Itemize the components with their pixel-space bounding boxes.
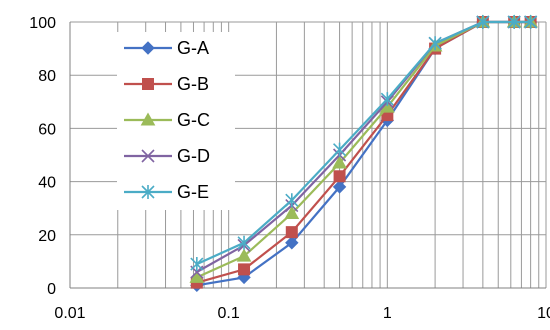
data-point-g-b [333,170,346,183]
y-tick-label: 60 [38,121,56,138]
legend-item-g-c: G-C [124,110,210,130]
y-tick-label: 0 [47,281,56,298]
y-tick-label: 80 [38,68,56,85]
series-g-e [190,15,538,272]
legend-item-g-d: G-D [124,146,210,166]
legend-marker-g-e [141,185,155,199]
legend-item-g-a: G-A [124,38,209,58]
x-tick-label: 0.01 [54,305,85,322]
legend-label-g-d: G-D [177,146,210,166]
x-tick-label: 0.1 [218,305,240,322]
legend-marker-g-b [142,78,154,90]
series-group [189,14,538,293]
y-tick-label: 100 [29,15,56,32]
data-point-g-e [507,15,521,29]
legend-marker-g-d [141,149,155,163]
data-point-g-c [236,248,252,262]
legend-marker-g-c [140,112,156,126]
data-point-g-e [333,142,347,157]
axes [69,22,546,289]
legend-label-g-b: G-B [177,74,209,94]
data-point-g-c [189,269,205,283]
data-point-g-b [238,263,251,276]
data-point-g-b [285,226,298,239]
data-point-g-a [285,236,299,250]
x-tick-label: 10 [537,305,550,322]
data-point-g-e [190,257,204,272]
data-point-g-e [428,36,442,51]
legend-marker-g-a [141,41,155,55]
data-point-g-e [476,15,490,29]
y-tick-label: 20 [38,228,56,245]
data-point-g-e [285,193,299,208]
legend-item-g-e: G-E [124,182,209,202]
tick-labels: 0 20 40 60 80 100 0.01 0.1 1 10 [29,15,550,322]
legend-label-g-e: G-E [177,182,209,202]
data-point-g-c [284,206,300,220]
data-point-g-a [332,180,347,194]
legend: G-A G-B G-C G-D G-E [117,32,235,210]
x-tick-label: 1 [383,305,392,322]
y-tick-label: 40 [38,175,56,192]
legend-label-g-c: G-C [177,110,210,130]
data-point-g-c [332,155,347,169]
legend-label-g-a: G-A [177,38,209,58]
data-point-g-e [237,235,251,250]
data-point-g-e [380,92,394,107]
legend-item-g-b: G-B [124,74,209,94]
data-point-g-e [524,15,538,29]
